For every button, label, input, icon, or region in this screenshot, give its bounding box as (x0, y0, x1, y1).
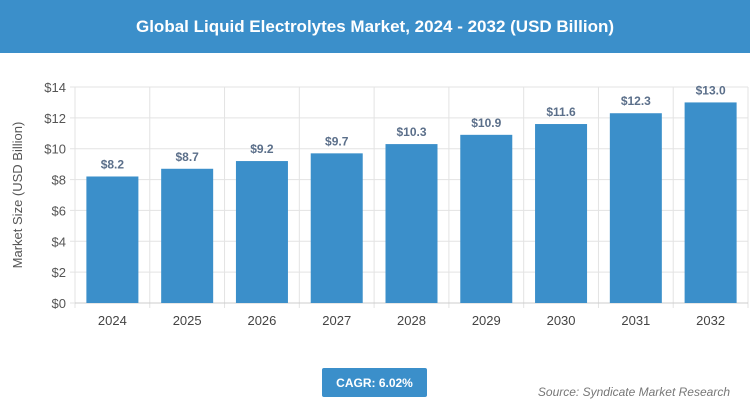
x-tick-label: 2032 (696, 313, 725, 328)
x-tick-label: 2030 (547, 313, 576, 328)
data-label: $13.0 (696, 83, 726, 97)
bar (235, 161, 288, 303)
source-note: Source: Syndicate Market Research (537, 385, 730, 399)
y-tick-label: $14 (44, 80, 66, 95)
data-label: $12.3 (621, 94, 651, 108)
y-tick-label: $0 (52, 296, 66, 311)
data-label: $11.6 (546, 105, 576, 119)
bar (310, 153, 363, 303)
y-tick-label: $10 (44, 142, 66, 157)
data-label: $9.7 (325, 134, 349, 148)
bar (460, 134, 513, 303)
data-label: $8.2 (101, 157, 125, 171)
x-tick-label: 2025 (173, 313, 202, 328)
x-tick-label: 2024 (98, 313, 127, 328)
chart-title: Global Liquid Electrolytes Market, 2024 … (0, 0, 750, 53)
x-tick-label: 2027 (322, 313, 351, 328)
y-axis-label: Market Size (USD Billion) (10, 122, 25, 269)
data-label: $10.9 (471, 116, 501, 130)
data-label: $10.3 (396, 125, 426, 139)
bar (161, 168, 214, 303)
y-tick-label: $8 (52, 173, 66, 188)
x-tick-label: 2028 (397, 313, 426, 328)
bar (609, 113, 662, 303)
cagr-badge: CAGR: 6.02% (322, 368, 427, 397)
x-tick-label: 2031 (621, 313, 650, 328)
data-label: $8.7 (175, 150, 199, 164)
data-label: $9.2 (250, 142, 274, 156)
y-tick-label: $4 (52, 234, 66, 249)
y-tick-label: $12 (44, 111, 66, 126)
bar (684, 102, 737, 303)
y-tick-label: $2 (52, 265, 66, 280)
x-tick-label: 2026 (247, 313, 276, 328)
bar (535, 124, 588, 304)
y-tick-label: $6 (52, 203, 66, 218)
bar (385, 144, 438, 303)
x-tick-label: 2029 (472, 313, 501, 328)
bar (86, 176, 139, 303)
